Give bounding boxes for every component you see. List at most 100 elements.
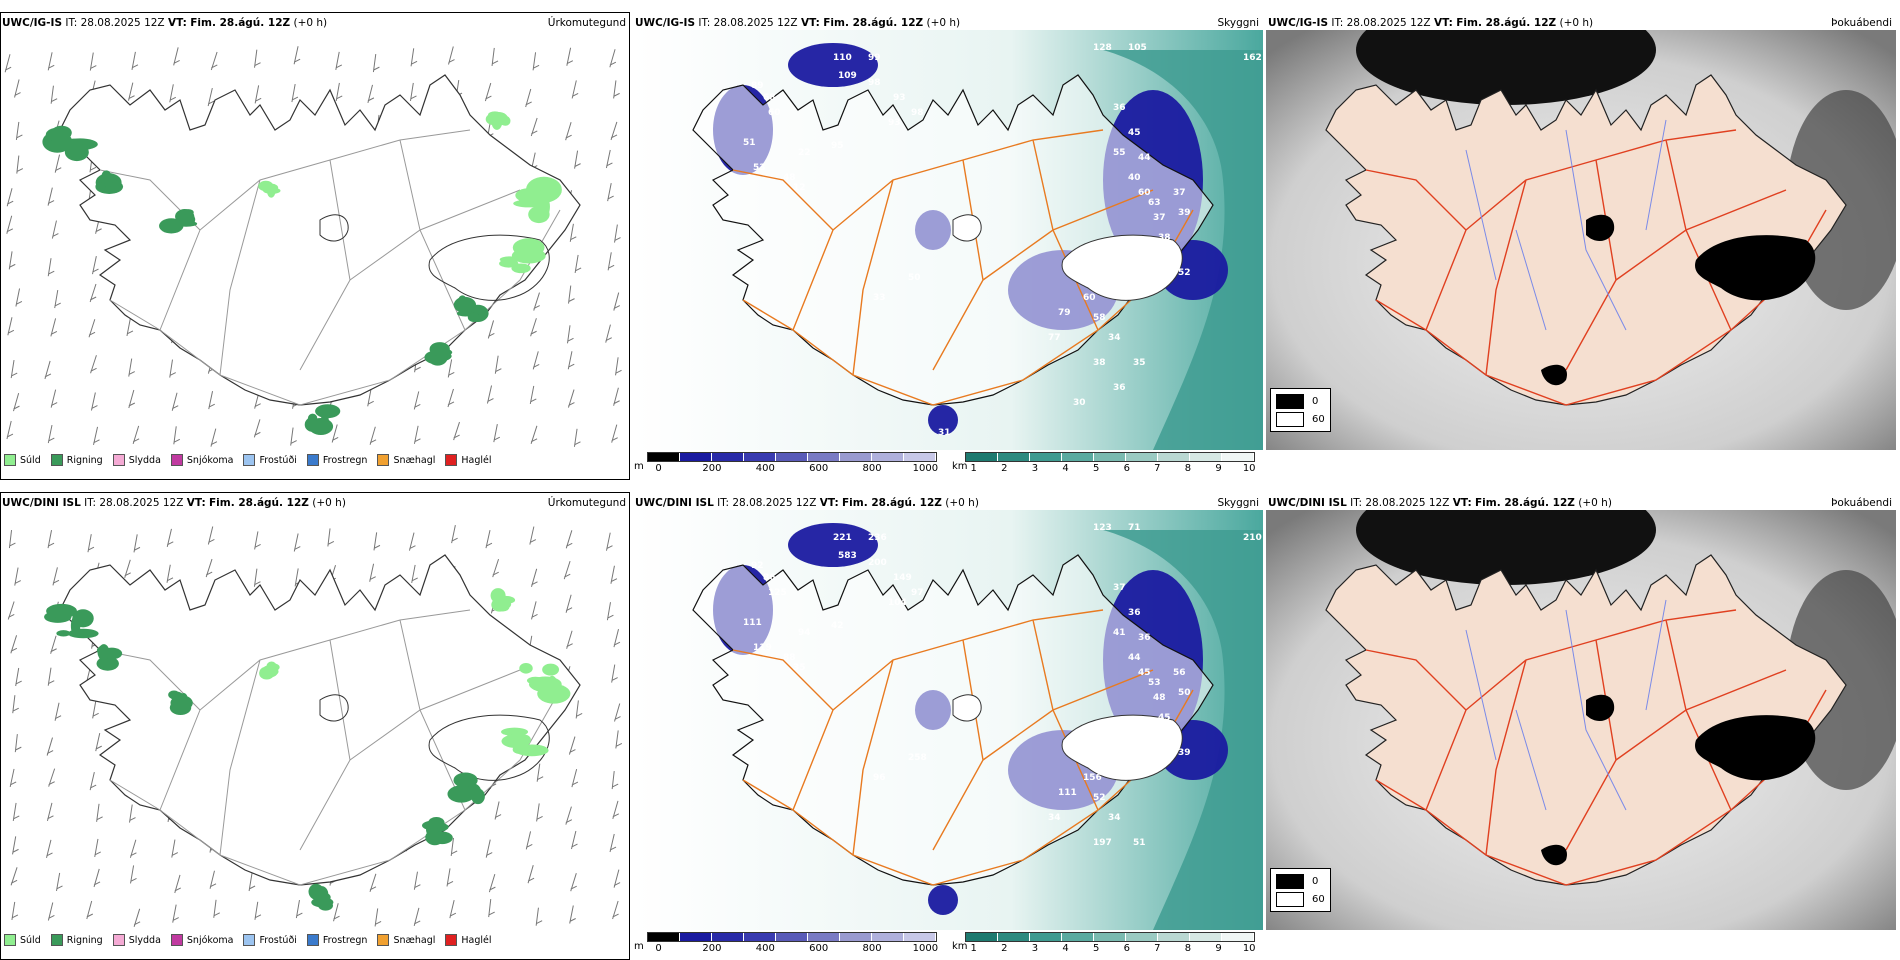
cloud-base-label: 210	[1243, 533, 1262, 543]
colorbar-ticks: 0 200 400 600 800 1000	[647, 462, 939, 475]
colorbar-tick: 8	[1184, 943, 1192, 954]
colorbar-step	[776, 933, 808, 941]
precip-cell	[314, 890, 330, 908]
map-canvas[interactable]	[0, 30, 630, 450]
legend-swatch	[50, 454, 63, 466]
cloud-base-label: 36	[1128, 608, 1141, 618]
legend-item: Snjókoma	[170, 934, 233, 946]
cloud-base-label: 93	[888, 118, 901, 128]
wind-barb	[566, 325, 574, 344]
vt-value: Fim. 28.ágú. 12Z	[209, 497, 309, 509]
lead-time: (+0 h)	[1578, 497, 1612, 509]
wind-barb	[87, 534, 95, 553]
wind-barb	[47, 258, 55, 277]
wind-barb	[171, 839, 179, 858]
wind-barb	[86, 900, 94, 920]
legend-label: Slydda	[128, 454, 161, 466]
legend-swatch	[112, 934, 125, 946]
it-label: IT:	[84, 497, 97, 509]
colorbar-ticks: 1 2 3 4 5 6 7 8 9 10	[965, 462, 1256, 475]
glacier-outline	[319, 694, 349, 722]
map-canvas[interactable]: 128 105 162 110 99 109 98 93 98 93 89 68 60 51 22 53 48 9…	[633, 30, 1263, 450]
cloud-base-label: 98	[911, 108, 924, 118]
precip-cell	[542, 663, 560, 676]
wind-barb	[173, 426, 181, 445]
legend-item: Snjókoma	[170, 454, 233, 466]
colorbar-step	[872, 453, 904, 461]
wind-barb	[16, 155, 24, 174]
panel-title: Skyggni	[1217, 17, 1260, 29]
precip-cell	[261, 665, 279, 678]
legend-item: Slydda	[112, 934, 161, 946]
colorbar-tick: 7	[1154, 943, 1161, 954]
precip-cell	[307, 413, 318, 424]
colorbar-step	[872, 933, 904, 941]
wind-barb	[413, 425, 421, 444]
vt-value: Fim. 28.ágú. 12Z	[823, 17, 924, 29]
wind-barb	[569, 905, 576, 924]
wind-barb	[327, 528, 335, 547]
model-name: UWC/DINI ISL	[2, 497, 81, 509]
wind-barb	[13, 392, 20, 412]
colorbar-unit: km	[952, 461, 968, 472]
cloud-base-label: 39	[1178, 748, 1191, 758]
cloud-base-label: 71	[1128, 523, 1141, 533]
cloud-base-label: 55	[1113, 148, 1126, 158]
wind-barb	[484, 82, 492, 102]
wind-barb	[126, 317, 134, 337]
legend-item: Haglél	[445, 454, 492, 466]
wind-barb	[254, 901, 262, 920]
glacier-outline	[428, 714, 550, 781]
vt-value: Fim. 28.ágú. 12Z	[842, 497, 942, 509]
wind-barb	[569, 223, 577, 242]
wind-barb	[610, 565, 618, 584]
map-canvas[interactable]	[0, 510, 630, 930]
colorbar-tick: 9	[1215, 463, 1222, 474]
land-mask	[1325, 554, 1847, 886]
wind-barb	[494, 355, 502, 374]
colorbar-tick: 6	[1123, 463, 1130, 474]
colorbar-step	[648, 453, 680, 461]
model-name: UWC/IG-IS	[635, 17, 696, 29]
colorbar-tick: 6	[1123, 943, 1130, 954]
colorbar-step	[776, 453, 808, 461]
wind-barb	[532, 52, 540, 71]
precip-cell	[70, 615, 81, 637]
wind-barb	[607, 252, 615, 271]
colorbar-step	[1030, 933, 1062, 941]
wind-barb	[567, 389, 575, 408]
colorbar-tick: 400	[755, 943, 775, 954]
cloud-base-label: 58	[1093, 313, 1106, 323]
precip-type-legend: Súld Rigning Slydda Snjókoma Frostúði Frostre…	[4, 454, 492, 466]
precip-cell	[491, 114, 503, 130]
colorbar-step	[1126, 453, 1158, 461]
cloud-base-label: 109	[838, 71, 857, 81]
colorbar-step	[840, 453, 872, 461]
glacier-dark	[1695, 235, 1816, 301]
cloud-base-label: 89	[751, 81, 764, 91]
cloud-base-label: 41	[1138, 253, 1151, 263]
cloud-base-label: 95	[831, 141, 844, 151]
vt-label: VT:	[800, 17, 820, 29]
wind-barb	[369, 563, 376, 582]
wind-barb	[14, 79, 21, 98]
cloud-base-labels: 123 71 210 221 236 583 200 149 97 104 92 86 125 111 94…	[743, 523, 1262, 848]
colorbar-step	[840, 933, 872, 941]
cloud-base-label: 174	[1143, 758, 1162, 768]
wind-barb	[525, 831, 533, 850]
legend-item: Snæhagl	[377, 934, 435, 946]
colorbar-step	[808, 933, 840, 941]
wind-barb	[530, 117, 538, 137]
legend-swatch	[1276, 891, 1304, 907]
colorbar-step	[1030, 453, 1062, 461]
map-canvas[interactable]	[1266, 30, 1896, 450]
map-canvas[interactable]: 123 71 210 221 236 583 200 149 97 104 92 86 125 111 94…	[633, 510, 1263, 930]
colorbar-step	[744, 933, 776, 941]
cloud-base-label: 68	[763, 93, 776, 103]
colorbar-tick: 1000	[912, 463, 939, 474]
cloud-base-label: 33	[873, 293, 886, 303]
cloud-base-label: 258	[908, 753, 927, 763]
map-canvas[interactable]	[1266, 510, 1896, 930]
colorbar-step	[680, 933, 712, 941]
cloud-base-label: 60	[768, 108, 781, 118]
